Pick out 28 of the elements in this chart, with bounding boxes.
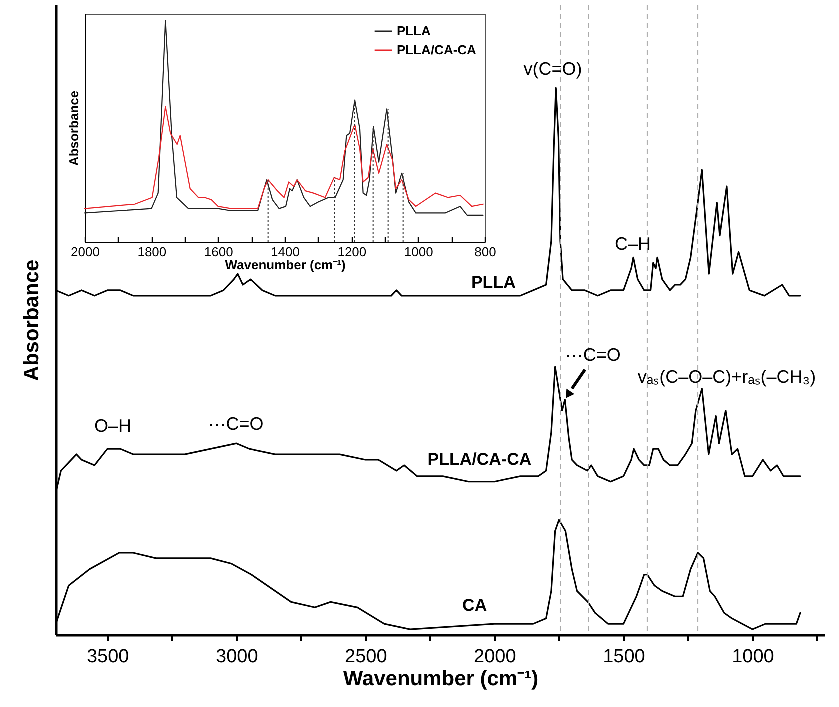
x-tick-label: 2500 bbox=[345, 646, 388, 668]
x-tick-label: 2000 bbox=[474, 646, 516, 668]
text: v(C=O) bbox=[524, 59, 582, 79]
x-tick-label: 1200 bbox=[338, 244, 367, 260]
x-tick-label: 1400 bbox=[271, 244, 300, 260]
x-tick-label: 1000 bbox=[732, 646, 774, 668]
x-tick-label: 1800 bbox=[138, 244, 167, 260]
series-label: CA bbox=[462, 596, 488, 616]
x-tick-label: 3500 bbox=[86, 646, 130, 668]
annotation: ···C=O bbox=[208, 414, 264, 434]
x-tick-label: 1600 bbox=[204, 244, 234, 260]
x-tick-label: 800 bbox=[474, 244, 496, 260]
x-tick-label: 1000 bbox=[404, 244, 434, 260]
annotation: C–H bbox=[614, 234, 652, 254]
legend-label: PLLA bbox=[397, 24, 432, 38]
annotation: ···C=O bbox=[565, 344, 621, 365]
legend-label: PLLA/CA-CA bbox=[397, 42, 478, 58]
series-label: PLLA/CA-CA bbox=[428, 450, 532, 469]
x-axis-title: Wavenumber (cm⁻¹) bbox=[343, 668, 539, 690]
annotation: O–H bbox=[94, 416, 132, 436]
annotation: vₐₛ(C–O–C)+rₐₛ(–CH₃) bbox=[638, 367, 816, 387]
series-label: PLLA bbox=[471, 272, 516, 292]
y-axis-title: Absorbance bbox=[66, 90, 82, 166]
x-tick-label: 2000 bbox=[71, 244, 100, 260]
x-axis-title: Wavenumber (cm⁻¹) bbox=[225, 258, 346, 272]
x-tick-label: 3000 bbox=[216, 646, 258, 668]
x-tick-label: 1500 bbox=[603, 646, 646, 668]
y-axis-title: Absorbance bbox=[20, 260, 44, 382]
